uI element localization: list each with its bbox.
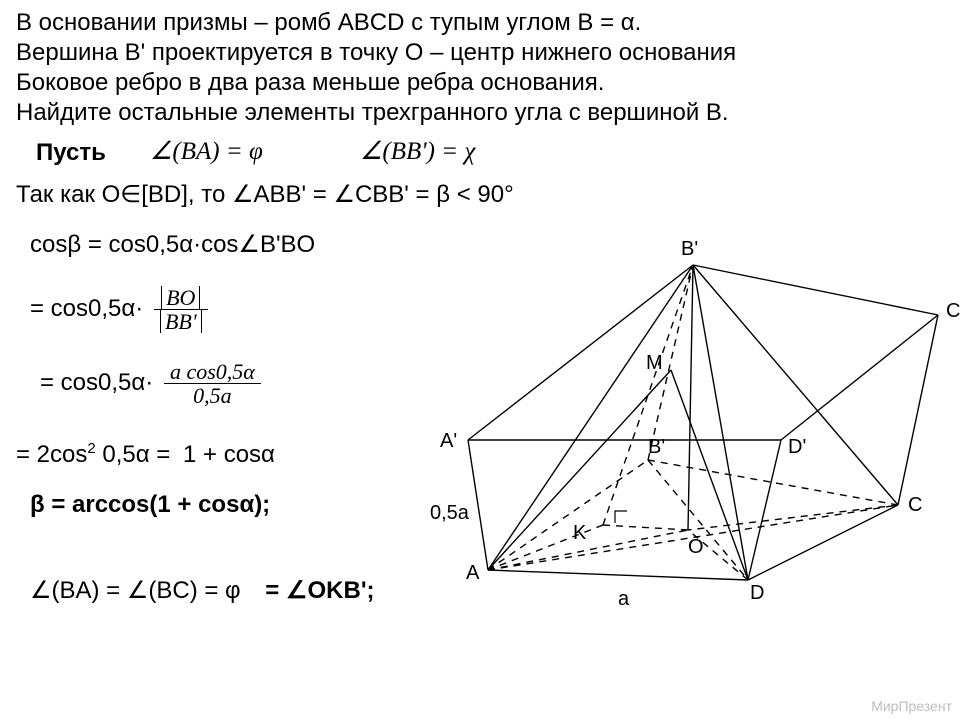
pt-label-C: C: [908, 494, 922, 517]
frac1-num: BO: [161, 286, 200, 309]
eq-frac2-pre: = cos0,5α·: [40, 369, 153, 396]
pt-label-M: M: [646, 352, 663, 375]
assume-eq1: ∠(BA) = φ: [150, 136, 263, 167]
pt-label-A: A: [466, 562, 479, 585]
frac1-den: BB': [160, 310, 202, 333]
eq-2cos2: = 2cos2 0,5α = 1 + cosα: [16, 440, 275, 470]
prism-svg: [418, 240, 958, 620]
eq-2cos2-c: 1 + cosα: [183, 441, 275, 468]
watermark: МирПрезент: [871, 698, 952, 714]
problem-line-4: Найдите остальные элементы трехгранного …: [16, 98, 729, 128]
pt-label-B: B': [648, 436, 665, 459]
frac2-num: a cos0,5α: [164, 360, 261, 383]
extra-label-0: 0,5a: [430, 502, 469, 525]
problem-line-3: Боковое ребро в два раза меньше ребра ос…: [16, 68, 604, 98]
pt-label-D: D: [750, 582, 764, 605]
frac2-den: 0,5a: [164, 383, 261, 407]
problem-line-2: Вершина В' проектируется в точку О – цен…: [16, 38, 736, 68]
pt-label-Cp: C': [946, 300, 960, 323]
fraction-acos: a cos0,5α 0,5a: [164, 360, 261, 407]
assume-label: Пусть: [36, 138, 106, 168]
eq-2cos2-sup: 2: [87, 440, 95, 457]
extra-label-1: a: [618, 588, 629, 611]
prism-diagram: A B' C D A' B' C' D' O M K 0,5a a: [418, 240, 958, 620]
eq-frac2: = cos0,5α· a cos0,5α 0,5a: [40, 360, 265, 407]
eq-frac1-pre: = cos0,5α·: [30, 295, 143, 322]
pt-label-Dp: D': [788, 436, 806, 459]
pt-label-Ap: A': [440, 430, 457, 453]
pt-label-K: K: [573, 522, 586, 545]
fraction-bo-bbprime: BO BB': [154, 286, 208, 333]
eq-beta-result: β = arccos(1 + cosα);: [30, 490, 270, 520]
eq-cosbeta: cosβ = cos0,5α·cos∠B'BO: [30, 230, 315, 260]
eq-2cos2-a: = 2cos: [16, 441, 87, 468]
eq-frac1: = cos0,5α· BO BB': [30, 286, 212, 333]
assume-eq2: ∠(BB') = χ: [360, 136, 475, 167]
problem-line-1: В основании призмы – ромб ABCD с тупым у…: [16, 8, 641, 38]
since-line: Так как O∈[BD], то ∠ABB' = ∠CBB' = β < 9…: [16, 180, 514, 210]
pt-label-Bp: B': [681, 238, 698, 261]
eq-2cos2-b: 0,5α =: [96, 441, 171, 468]
eq-angle-ba-bc-left: ∠(BA) = ∠(BC) = φ: [30, 577, 241, 604]
eq-angle-ba-bc: ∠(BA) = ∠(BC) = φ = ∠OKB';: [30, 576, 375, 606]
eq-angle-okb: = ∠OKB';: [265, 577, 374, 604]
pt-label-O: O: [688, 536, 704, 559]
